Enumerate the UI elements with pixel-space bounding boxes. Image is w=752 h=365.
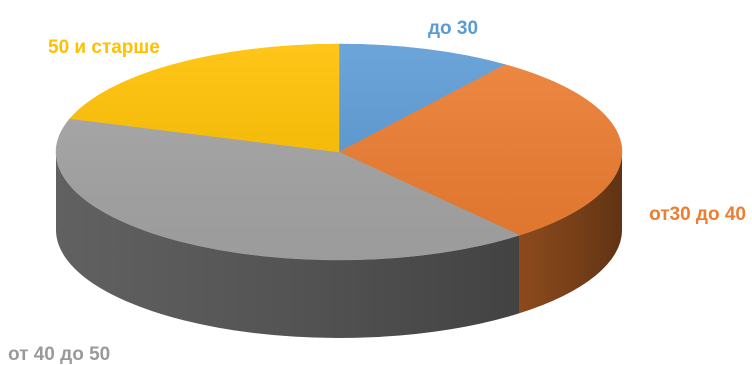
pie-sides <box>56 152 622 338</box>
pie-label-40-50: от 40 до 50 <box>8 344 110 365</box>
pie-label-50-plus: 50 и старше <box>48 37 160 58</box>
pie-label-upto-30: до 30 <box>428 18 478 39</box>
pie-top-highlight <box>56 44 622 260</box>
pie-side-shading <box>519 152 622 314</box>
pie-label-30-40: от30 до 40 <box>649 204 746 225</box>
pie-top-slices <box>55 43 623 261</box>
pie-side-shading <box>56 152 520 338</box>
pie-labels: до 30 от30 до 40 от 40 до 50 50 и старше <box>8 18 746 365</box>
